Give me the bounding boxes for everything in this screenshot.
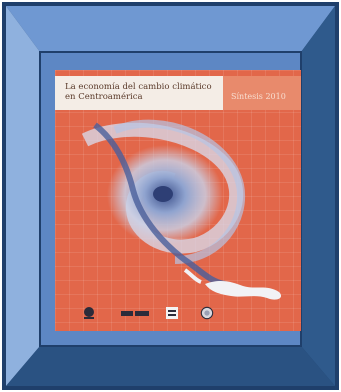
cover-title: La economía del cambio climático en Cent…: [55, 76, 223, 110]
frame-bottom-bevel: [6, 346, 335, 386]
cover-logos: [81, 306, 281, 322]
un-logo-icon: [84, 307, 94, 319]
round-seal-logo-icon: [200, 306, 214, 320]
frame-left-bevel: [6, 6, 40, 386]
cover-year-label: Síntesis 2010: [223, 76, 301, 110]
frame-top-bevel: [6, 6, 335, 52]
sieca-logo-icon: [121, 311, 149, 316]
cover-header: La economía del cambio climático en Cent…: [55, 76, 301, 110]
hurricane-satellite-image: [81, 119, 282, 300]
book-cover: La economía del cambio climático en Cent…: [55, 70, 301, 331]
ccad-logo-icon: [166, 307, 178, 319]
frame-right-bevel: [301, 6, 335, 386]
